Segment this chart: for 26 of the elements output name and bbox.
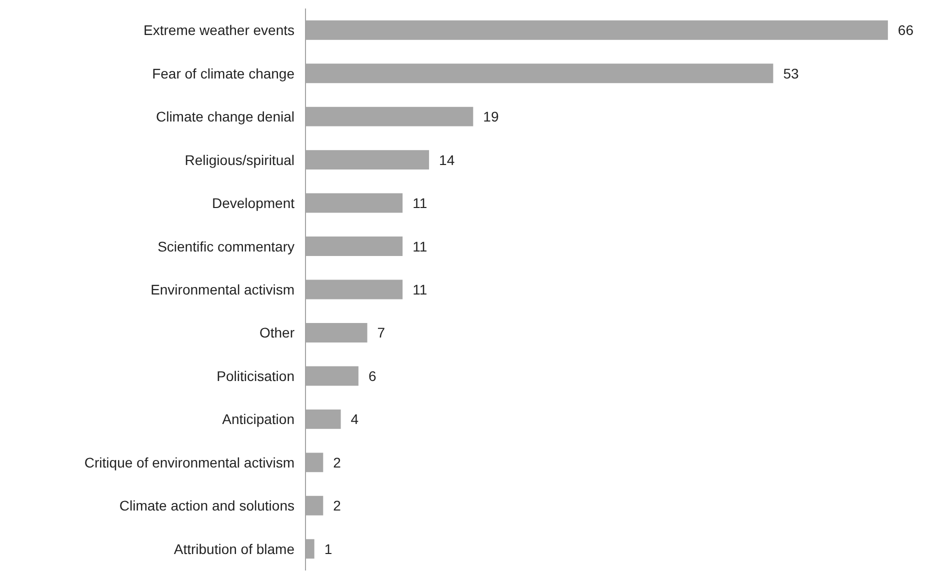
y-tick-label: Attribution of blame [174, 540, 295, 557]
y-tick-label: Anticipation [222, 411, 295, 428]
data-label: 53 [783, 65, 799, 82]
data-label: 11 [412, 282, 428, 298]
y-tick-label: Environmental activism [150, 282, 294, 298]
data-label: 6 [368, 368, 376, 384]
y-tick-label: Climate action and solutions [119, 498, 295, 514]
data-label: 14 [439, 152, 455, 168]
data-label: 4 [350, 411, 359, 428]
y-tick-label: Critique of environmental activism [84, 454, 295, 470]
y-tick-label: Politicisation [216, 368, 295, 384]
y-tick-label: Other [259, 324, 295, 341]
data-label: 2 [333, 498, 342, 514]
y-tick-label: Fear of climate change [152, 65, 295, 82]
y-tick-label: Religious/spiritual [184, 152, 294, 168]
data-label: 11 [412, 238, 428, 254]
y-tick-label: Extreme weather events [144, 22, 295, 38]
data-label: 7 [377, 324, 386, 341]
data-label: 19 [483, 108, 499, 125]
data-label: 66 [898, 22, 914, 38]
data-label: 2 [333, 454, 342, 470]
y-tick-label: Development [212, 195, 295, 212]
data-label: 11 [412, 195, 428, 212]
y-tick-label: Scientific commentary [158, 238, 295, 254]
y-tick-label: Climate change denial [156, 108, 294, 125]
data-label: 1 [324, 540, 332, 557]
